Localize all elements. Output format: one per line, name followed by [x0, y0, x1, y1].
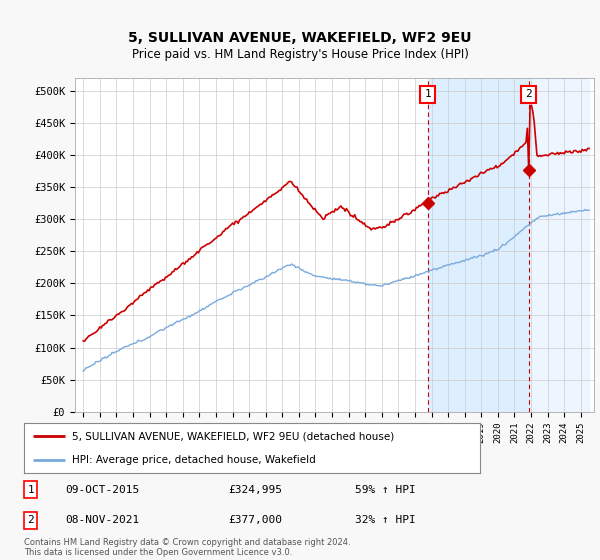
Text: 5, SULLIVAN AVENUE, WAKEFIELD, WF2 9EU (detached house): 5, SULLIVAN AVENUE, WAKEFIELD, WF2 9EU (…: [72, 431, 394, 441]
Text: 32% ↑ HPI: 32% ↑ HPI: [355, 515, 416, 525]
Text: 08-NOV-2021: 08-NOV-2021: [65, 515, 140, 525]
Bar: [428, 78, 529, 412]
Text: 2: 2: [27, 515, 34, 525]
Text: 59% ↑ HPI: 59% ↑ HPI: [355, 484, 416, 494]
Text: £377,000: £377,000: [228, 515, 282, 525]
Text: 09-OCT-2015: 09-OCT-2015: [65, 484, 140, 494]
Text: Contains HM Land Registry data © Crown copyright and database right 2024.
This d: Contains HM Land Registry data © Crown c…: [24, 538, 350, 557]
Text: 5, SULLIVAN AVENUE, WAKEFIELD, WF2 9EU: 5, SULLIVAN AVENUE, WAKEFIELD, WF2 9EU: [128, 31, 472, 45]
Text: 1: 1: [424, 90, 431, 100]
Bar: [529, 78, 589, 412]
Text: HPI: Average price, detached house, Wakefield: HPI: Average price, detached house, Wake…: [72, 455, 316, 465]
Text: 1: 1: [27, 484, 34, 494]
Text: Price paid vs. HM Land Registry's House Price Index (HPI): Price paid vs. HM Land Registry's House …: [131, 48, 469, 60]
Text: 2: 2: [525, 90, 532, 100]
Text: £324,995: £324,995: [228, 484, 282, 494]
